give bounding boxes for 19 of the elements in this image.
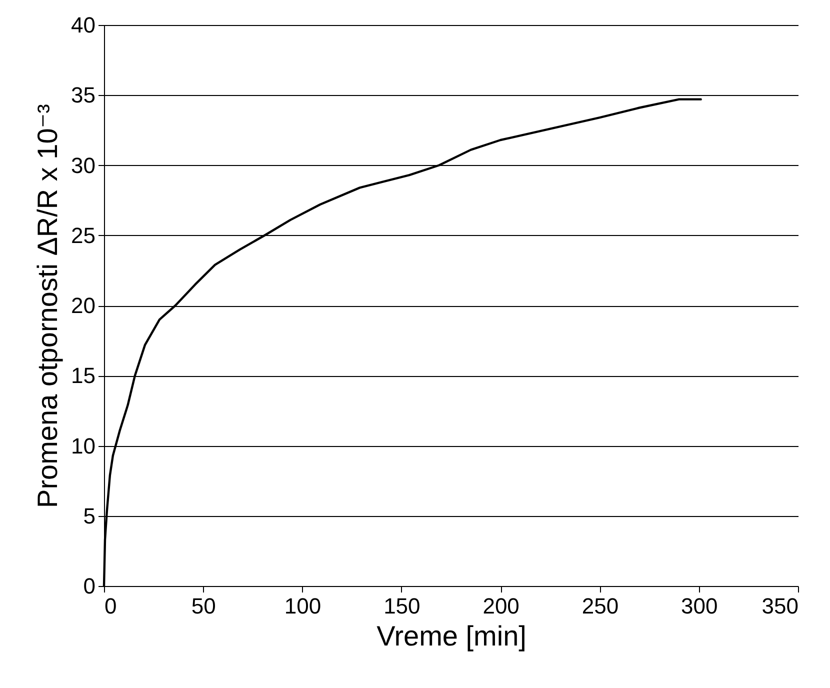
y-tick-label: 25 xyxy=(71,222,96,248)
y-tick-label: 40 xyxy=(71,12,96,38)
x-tick-label: 300 xyxy=(681,594,718,618)
y-tick-label: 10 xyxy=(71,433,96,458)
x-tick-label: 350 xyxy=(762,594,798,618)
y-tick-label: 0 xyxy=(83,574,96,598)
y-axis-title: Promena otpornosti ΔR/R x 10⁻³ xyxy=(32,104,64,508)
y-tick-label: 20 xyxy=(71,293,96,318)
x-tick-label: 250 xyxy=(582,594,619,618)
x-tick-label: 150 xyxy=(384,594,420,618)
x-tick-label: 0 xyxy=(104,594,117,618)
x-tick-label: 50 xyxy=(191,594,216,618)
x-tick-label: 100 xyxy=(284,594,322,618)
y-tick-label: 5 xyxy=(83,503,96,528)
x-axis-title: Vreme [min] xyxy=(376,620,526,652)
y-tick-label: 35 xyxy=(71,82,96,108)
y-tick-label: 30 xyxy=(71,152,96,178)
x-tick-label: 200 xyxy=(482,594,520,618)
y-tick-label: 15 xyxy=(71,363,96,388)
